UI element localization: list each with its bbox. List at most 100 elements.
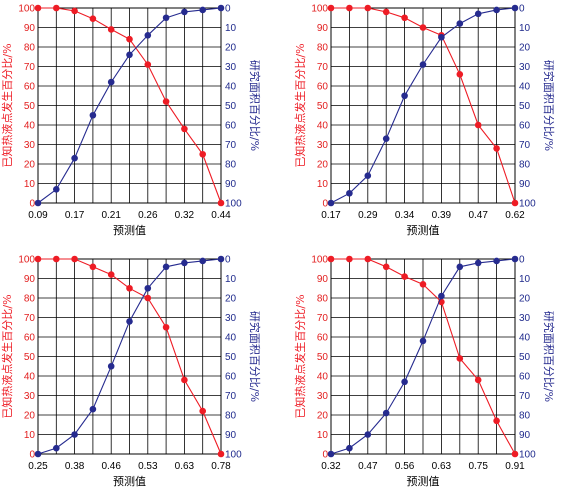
y-left-tick-label: 70 [317,62,329,73]
y-left-axis-title: 已知热液点发生百分比/% [293,43,307,167]
y-left-tick-label: 20 [24,160,36,171]
data-point-red [144,294,152,302]
x-tick-label: 0.91 [505,461,525,472]
data-point-red [382,8,390,16]
data-point-blue [71,431,78,438]
data-point-red [126,35,133,43]
chart-panel-2: 0 10 20 30 40 50 60 70 80 90 100 0 10 20 30 40 50 60 70 80 9… [293,4,556,238]
y-right-tick-label: 70 [225,391,237,402]
y-left-axis-title: 已知热液点发生百分比/% [0,294,14,418]
data-point-blue [162,263,170,271]
data-point-blue [493,257,500,265]
y-left-tick-label: 50 [24,352,36,363]
data-point-red [346,255,353,263]
data-point-blue [89,111,97,119]
data-point-blue [217,255,225,263]
y-left-tick-label: 40 [24,372,36,383]
x-tick-label: 0.46 [101,461,121,472]
y-right-tick-label: 40 [225,333,237,344]
y-right-axis-title: 研究面积百分比/% [248,60,262,151]
y-left-tick-label: 30 [24,391,36,402]
data-point-red [217,450,225,458]
data-point-red [34,4,42,12]
y-right-tick-label: 0 [225,4,231,15]
data-point-blue [401,92,408,100]
y-left-tick-label: 0 [29,199,35,210]
data-point-blue [438,33,445,41]
y-right-tick-label: 20 [225,294,237,305]
y-right-tick-label: 30 [519,62,531,73]
y-right-tick-label: 10 [519,274,531,285]
data-point-red [401,273,408,280]
y-right-tick-label: 10 [225,23,237,34]
y-right-tick-label: 80 [225,411,237,422]
data-point-red [511,199,519,207]
y-right-tick-label: 100 [519,199,536,210]
y-right-tick-label: 60 [519,372,531,383]
y-left-tick-label: 100 [18,4,35,15]
y-left-tick-label: 70 [24,313,36,324]
y-left-tick-label: 10 [317,179,329,190]
x-tick-label: 0.78 [211,461,231,472]
y-left-tick-label: 10 [317,430,329,441]
y-right-tick-label: 70 [225,140,237,151]
x-tick-label: 0.25 [28,461,48,472]
data-point-blue [511,4,519,12]
y-left-tick-label: 30 [317,391,329,402]
y-left-tick-label: 60 [24,333,36,344]
x-tick-label: 0.26 [138,210,158,221]
y-right-tick-label: 0 [519,255,525,266]
x-tick-label: 0.09 [28,210,48,221]
data-point-red [89,15,97,23]
x-tick-label: 0.38 [65,461,85,472]
y-right-tick-label: 60 [225,372,237,383]
y-left-tick-label: 60 [317,82,329,93]
y-left-tick-label: 10 [24,179,36,190]
data-point-blue [346,189,353,197]
y-left-tick-label: 80 [24,294,36,305]
data-point-blue [456,263,464,271]
y-left-tick-label: 70 [317,313,329,324]
y-right-tick-label: 80 [519,411,531,422]
y-left-tick-label: 40 [317,372,329,383]
chart-panel-4: 0 10 20 30 40 50 60 70 80 90 100 0 10 20 30 40 50 60 70 80 9… [293,255,556,489]
data-point-blue [34,199,42,207]
x-tick-label: 0.56 [395,461,415,472]
y-right-tick-label: 50 [225,101,237,112]
y-right-tick-label: 80 [519,160,531,171]
data-point-red [493,417,500,425]
x-tick-label: 0.21 [101,210,121,221]
y-right-tick-label: 20 [225,43,237,54]
y-left-tick-label: 80 [317,43,329,54]
data-point-blue [181,259,188,267]
y-right-tick-label: 70 [519,140,531,151]
x-tick-label: 0.34 [395,210,415,221]
data-point-blue [144,284,152,292]
data-point-blue [71,154,78,162]
y-right-tick-label: 10 [519,23,531,34]
data-point-blue [126,51,133,59]
x-axis-title: 预测值 [407,224,440,237]
y-left-axis-title: 已知热液点发生百分比/% [0,43,14,167]
x-tick-label: 0.39 [432,210,452,221]
data-point-blue [456,20,464,27]
y-right-tick-label: 20 [519,43,531,54]
y-right-tick-label: 20 [519,294,531,305]
data-point-red [181,376,188,384]
data-point-red [401,14,408,22]
y-right-tick-label: 100 [225,450,242,461]
y-right-tick-label: 0 [519,4,525,15]
data-point-blue [346,444,353,452]
y-right-tick-label: 50 [225,352,237,363]
x-tick-label: 0.44 [211,210,231,221]
y-right-tick-label: 40 [519,82,531,93]
data-point-red [511,450,519,458]
data-point-red [53,255,60,263]
y-right-tick-label: 0 [225,255,231,266]
y-left-tick-label: 90 [24,23,36,34]
data-point-blue [382,135,390,142]
x-tick-label: 0.17 [321,210,341,221]
x-tick-label: 0.63 [175,461,195,472]
y-left-tick-label: 50 [317,352,329,363]
y-right-tick-label: 60 [225,121,237,132]
